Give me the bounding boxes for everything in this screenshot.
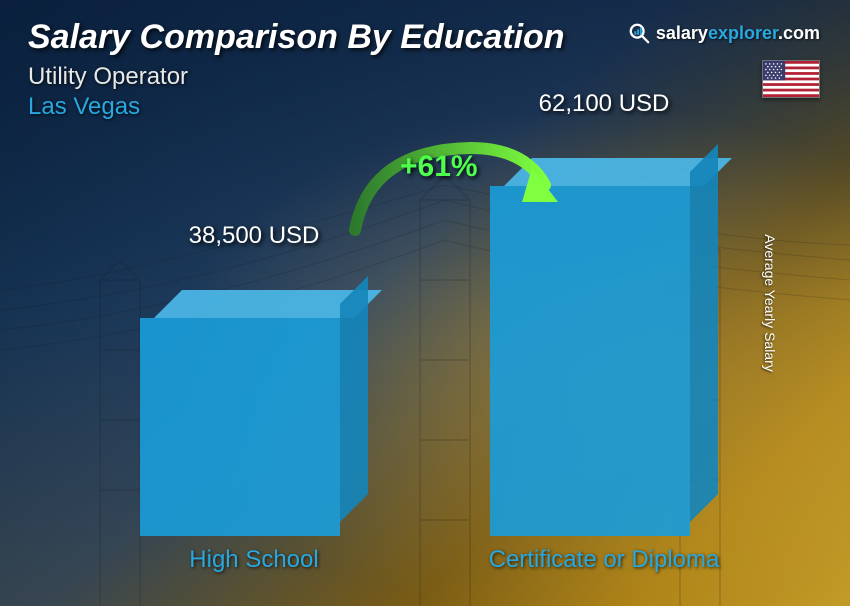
brand-suffix: .com — [778, 23, 820, 43]
us-flag-icon — [762, 60, 820, 98]
chart-location: Las Vegas — [28, 93, 822, 121]
percent-change-label: +61% — [400, 150, 478, 184]
y-axis-label: Average Yearly Salary — [761, 234, 777, 372]
brand-text: salaryexplorer.com — [656, 23, 820, 44]
magnifier-icon — [628, 22, 650, 44]
bar-front — [140, 318, 340, 536]
bar-side — [340, 276, 368, 522]
chart-subtitle: Utility Operator — [28, 63, 822, 91]
bar-0: 38,500 USDHigh School — [140, 290, 368, 536]
bar-side — [690, 144, 718, 522]
bar-value-label: 38,500 USD — [189, 222, 320, 250]
chart-area: +61% 38,500 USDHigh School62,100 USDCert… — [60, 150, 770, 576]
bar-category-label: High School — [189, 546, 318, 574]
brand-prefix: salary — [656, 23, 708, 43]
bar-category-label: Certificate or Diploma — [489, 546, 720, 574]
brand-logo: salaryexplorer.com — [628, 22, 820, 44]
brand-accent: explorer — [708, 23, 778, 43]
